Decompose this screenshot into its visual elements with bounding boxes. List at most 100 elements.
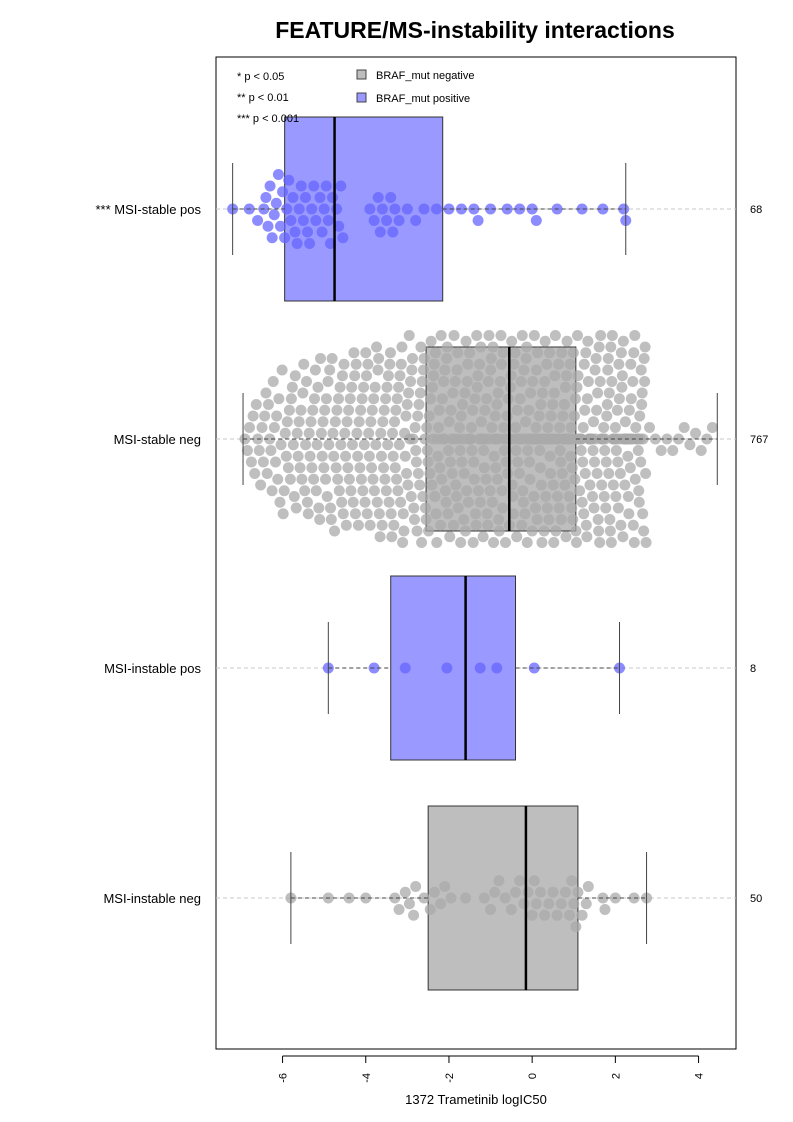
point-1-69 — [315, 427, 327, 439]
point-1-439 — [549, 330, 561, 341]
point-3-23 — [510, 886, 522, 898]
point-1-423 — [541, 358, 553, 370]
point-1-412 — [535, 399, 547, 410]
point-3-8 — [408, 909, 420, 921]
point-1-494 — [578, 358, 590, 370]
point-1-141 — [371, 341, 383, 353]
point-1-378 — [516, 330, 528, 341]
point-1-198 — [409, 422, 421, 433]
point-0-65 — [597, 203, 609, 215]
point-1-170 — [391, 473, 403, 485]
point-3-28 — [528, 875, 540, 887]
point-1-457 — [559, 479, 571, 491]
point-1-186 — [401, 399, 413, 410]
point-1-52 — [301, 376, 313, 387]
point-1-142 — [371, 496, 383, 508]
point-1-98 — [339, 427, 351, 439]
point-1-18 — [266, 485, 278, 497]
point-1-146 — [374, 531, 386, 543]
point-1-56 — [304, 450, 316, 462]
point-1-497 — [580, 347, 592, 359]
point-1-449 — [555, 456, 567, 468]
point-3-36 — [559, 886, 571, 898]
point-1-566 — [615, 519, 627, 531]
point-1-306 — [475, 416, 487, 428]
point-1-251 — [443, 445, 455, 456]
point-0-41 — [368, 215, 380, 226]
point-1-283 — [462, 358, 474, 370]
group-n-label-3: 50 — [750, 893, 762, 905]
point-1-299 — [471, 381, 483, 393]
point-1-322 — [485, 364, 497, 376]
point-2-3 — [441, 662, 453, 674]
point-1-284 — [462, 496, 474, 508]
point-0-28 — [310, 215, 322, 226]
point-1-172 — [392, 485, 404, 497]
point-1-41 — [290, 502, 302, 514]
point-0-49 — [393, 215, 405, 226]
point-1-197 — [408, 514, 420, 525]
point-1-385 — [520, 353, 532, 364]
point-0-66 — [618, 203, 630, 215]
point-0-19 — [291, 238, 303, 249]
point-1-229 — [429, 491, 441, 502]
point-1-495 — [579, 404, 591, 416]
point-1-165 — [387, 450, 399, 462]
point-1-557 — [610, 445, 622, 456]
point-1-265 — [451, 364, 463, 376]
point-1-344 — [497, 347, 509, 359]
point-1-26 — [275, 439, 287, 451]
point-1-539 — [601, 399, 613, 410]
point-1-277 — [458, 468, 470, 479]
point-1-269 — [453, 422, 465, 433]
point-1-499 — [581, 531, 593, 543]
point-1-613 — [638, 353, 650, 364]
point-0-15 — [283, 174, 295, 186]
point-0-60 — [514, 203, 526, 215]
point-1-49 — [298, 358, 310, 370]
point-1-498 — [580, 519, 592, 531]
point-1-231 — [430, 508, 442, 520]
point-1-28 — [277, 508, 289, 520]
point-1-517 — [590, 353, 602, 364]
point-1-480 — [571, 381, 583, 393]
point-1-492 — [577, 422, 589, 433]
point-1-250 — [442, 508, 454, 520]
point-3-15 — [445, 892, 457, 904]
point-1-10 — [256, 422, 268, 433]
point-1-53 — [301, 496, 313, 508]
point-1-175 — [394, 370, 406, 382]
point-3-19 — [489, 886, 501, 898]
point-1-446 — [553, 502, 565, 514]
point-1-61 — [308, 393, 320, 405]
point-1-427 — [543, 514, 555, 525]
point-1-112 — [349, 508, 361, 520]
point-1-267 — [452, 502, 464, 514]
point-1-482 — [572, 370, 584, 382]
point-0-36 — [331, 203, 343, 215]
point-1-346 — [498, 445, 510, 456]
point-1-409 — [533, 410, 545, 422]
point-1-179 — [397, 537, 409, 548]
point-1-188 — [403, 387, 415, 399]
point-1-536 — [600, 502, 612, 514]
point-1-79 — [324, 364, 336, 376]
point-1-339 — [494, 376, 506, 387]
point-1-89 — [332, 473, 344, 485]
point-1-549 — [606, 330, 618, 341]
point-0-43 — [374, 226, 386, 238]
point-1-137 — [368, 393, 380, 405]
point-1-318 — [482, 376, 494, 387]
point-1-357 — [505, 381, 517, 393]
point-1-47 — [296, 473, 308, 485]
point-0-4 — [260, 192, 272, 203]
point-1-75 — [320, 393, 332, 405]
point-3-35 — [555, 898, 567, 910]
point-1-234 — [432, 450, 444, 462]
point-1-67 — [314, 514, 326, 525]
point-1-369 — [511, 404, 523, 416]
point-1-127 — [361, 370, 373, 382]
point-1-31 — [280, 450, 292, 462]
point-1-262 — [449, 376, 461, 387]
